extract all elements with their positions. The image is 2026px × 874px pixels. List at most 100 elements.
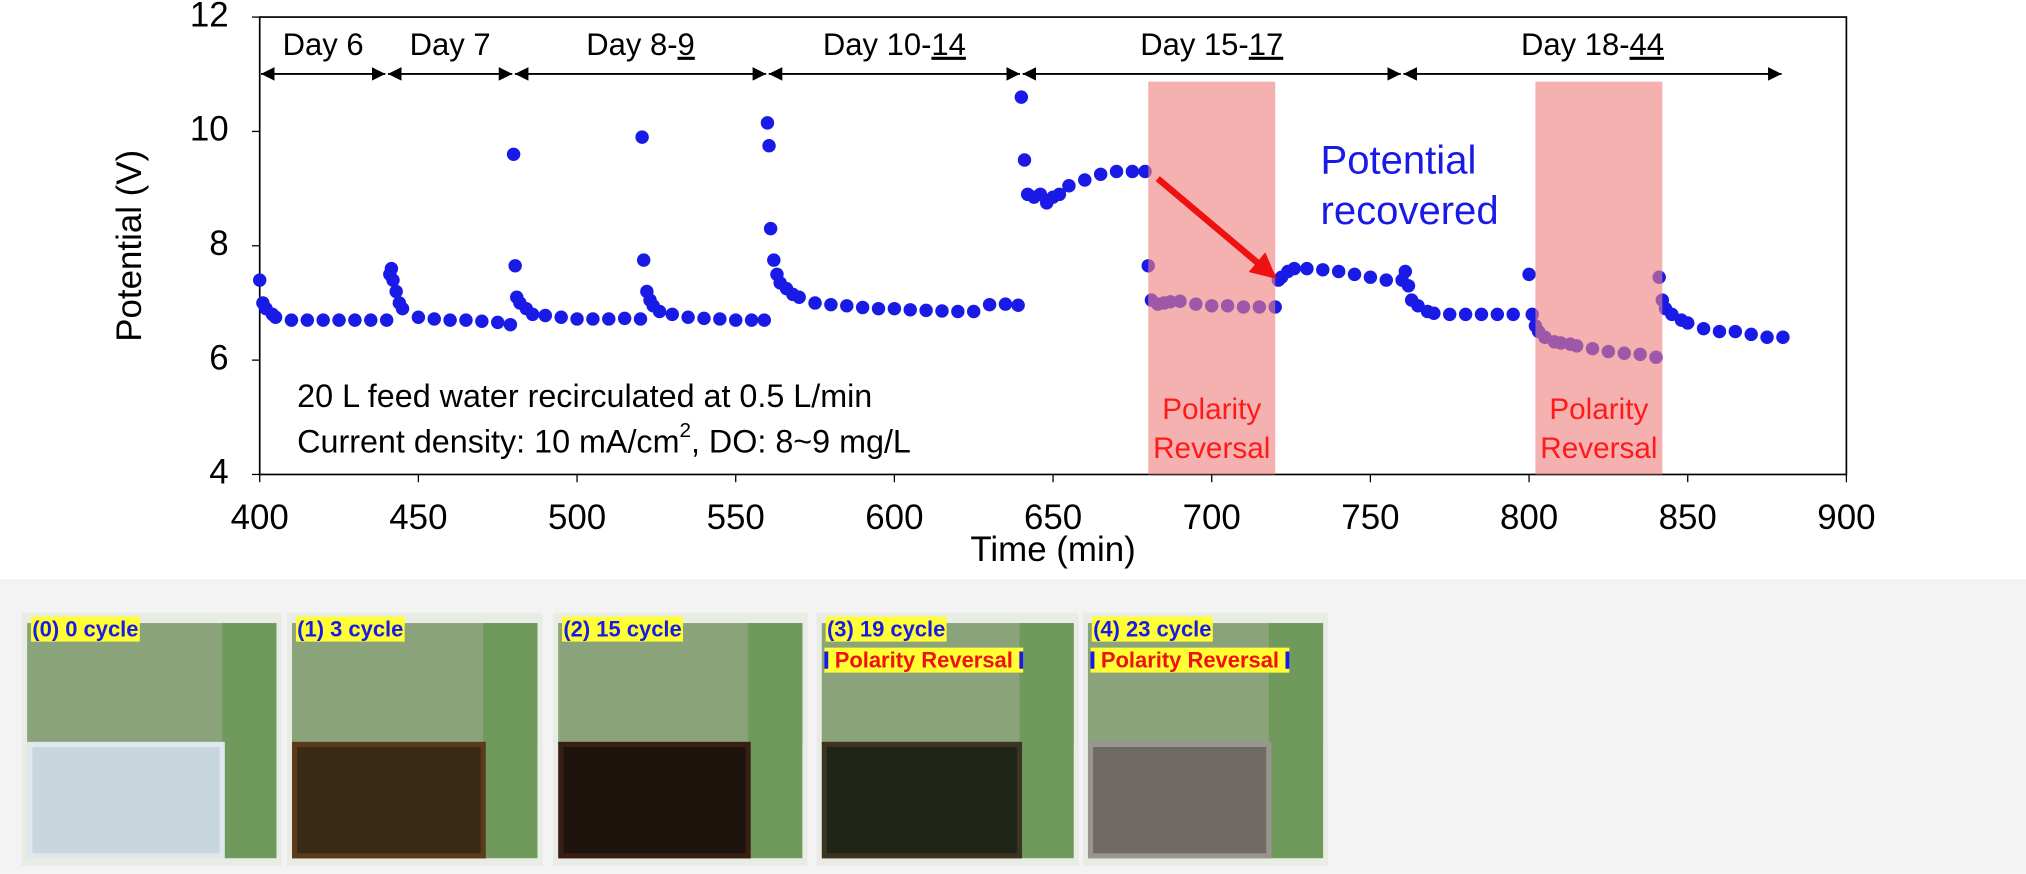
data-point (1125, 164, 1140, 179)
label-highlight (1091, 616, 1213, 642)
data-point (395, 301, 410, 316)
data-point (767, 253, 781, 267)
annotation-arrow (1155, 176, 1277, 279)
photo-tape (1019, 623, 1074, 859)
data-point (1474, 307, 1489, 322)
data-point (1062, 179, 1076, 193)
photo-electrode (27, 741, 225, 859)
data-point (824, 297, 838, 312)
note-text: Current density: 10 mA/cm (297, 423, 679, 459)
data-point (1363, 270, 1378, 284)
data-point (1331, 264, 1346, 279)
period-label-underlined: 9 (678, 27, 695, 62)
data-point (1398, 264, 1413, 279)
x-tick-label: 650 (1024, 498, 1082, 537)
period-label-underlined: 14 (931, 27, 965, 62)
note-text: , DO: 8~9 mg/L (691, 423, 911, 459)
data-point (506, 147, 521, 162)
x-tick-label: 400 (231, 498, 289, 537)
data-point (652, 304, 667, 319)
paren (824, 651, 829, 669)
label-highlight (562, 616, 684, 642)
data-point (1696, 321, 1711, 336)
data-point (871, 301, 886, 316)
label-highlight (825, 616, 947, 642)
data-point (332, 313, 346, 327)
shaded-region (1535, 81, 1663, 475)
y-tick-label: 6 (209, 338, 228, 377)
data-point (762, 138, 776, 153)
photo-label: (3) 19 cycle (827, 617, 945, 642)
data-point (633, 312, 648, 326)
data-point (1760, 330, 1774, 344)
period-label-text: Day 18- (1521, 27, 1630, 62)
y-tick-label: 8 (209, 224, 228, 263)
data-point (252, 273, 267, 287)
note: 20 L feed water recirculated at 0.5 L/mi… (297, 378, 872, 414)
data-point (1427, 306, 1441, 320)
y-tick-label: 12 (190, 0, 229, 34)
data-point (459, 313, 473, 327)
photo-label: (1) 3 cycle (297, 617, 403, 642)
data-point (792, 290, 806, 304)
data-point (1093, 167, 1108, 182)
data-point (982, 297, 997, 312)
data-point (1506, 307, 1520, 322)
x-tick-label: 500 (548, 498, 606, 537)
paren (1285, 651, 1290, 669)
data-point (503, 317, 518, 332)
data-point (935, 304, 949, 318)
period-label-text: Day 6 (283, 27, 364, 62)
data-point (1744, 327, 1758, 342)
photo-label: (0) 0 cycle (32, 617, 138, 642)
photo-tape (748, 623, 803, 859)
data-point (525, 307, 540, 322)
data-point (554, 310, 568, 324)
data-point (1109, 164, 1124, 179)
period-label-text: Day 7 (410, 27, 491, 62)
data-point (887, 301, 902, 316)
data-point (1490, 307, 1505, 322)
data-point (681, 310, 695, 324)
data-point (1287, 261, 1301, 276)
annotation: recovered (1321, 189, 1499, 233)
note-sup: 2 (679, 419, 691, 442)
data-point (490, 315, 505, 330)
data-point (1458, 307, 1473, 322)
data-point (379, 313, 394, 327)
x-tick-label: 850 (1659, 498, 1717, 537)
period-label-underlined: 17 (1249, 27, 1283, 62)
photo-sublabel: Polarity Reversal (835, 648, 1013, 673)
annotation: Potential (1321, 139, 1477, 183)
x-axis-label: Time (min) (970, 530, 1135, 569)
data-point (1300, 261, 1314, 276)
data-point (475, 314, 489, 328)
y-axis-label: Potential (V) (110, 150, 149, 342)
data-point (728, 313, 743, 327)
data-point (570, 312, 584, 326)
data-point (1078, 173, 1092, 187)
data-point (602, 312, 616, 326)
data-point (808, 296, 822, 310)
label-highlight (295, 616, 405, 642)
photo-electrode (292, 741, 486, 859)
period-label: Day 10-14 (823, 27, 966, 62)
photo-electrode (558, 741, 751, 859)
data-point (635, 130, 649, 144)
y-tick-label: 4 (209, 453, 228, 492)
data-point (757, 313, 771, 327)
x-tick-label: 700 (1183, 498, 1241, 537)
data-point (840, 299, 854, 313)
data-point (903, 303, 917, 317)
data-point (411, 310, 426, 324)
x-tick-label: 800 (1500, 498, 1558, 537)
data-point (1401, 279, 1416, 293)
data-point (268, 310, 283, 324)
data-point (713, 312, 727, 326)
data-point (1443, 307, 1457, 322)
data-point (389, 284, 403, 299)
data-point (348, 313, 362, 327)
note: Current density: 10 mA/cm2, DO: 8~9 mg/L (297, 419, 911, 459)
paren (1090, 651, 1095, 669)
